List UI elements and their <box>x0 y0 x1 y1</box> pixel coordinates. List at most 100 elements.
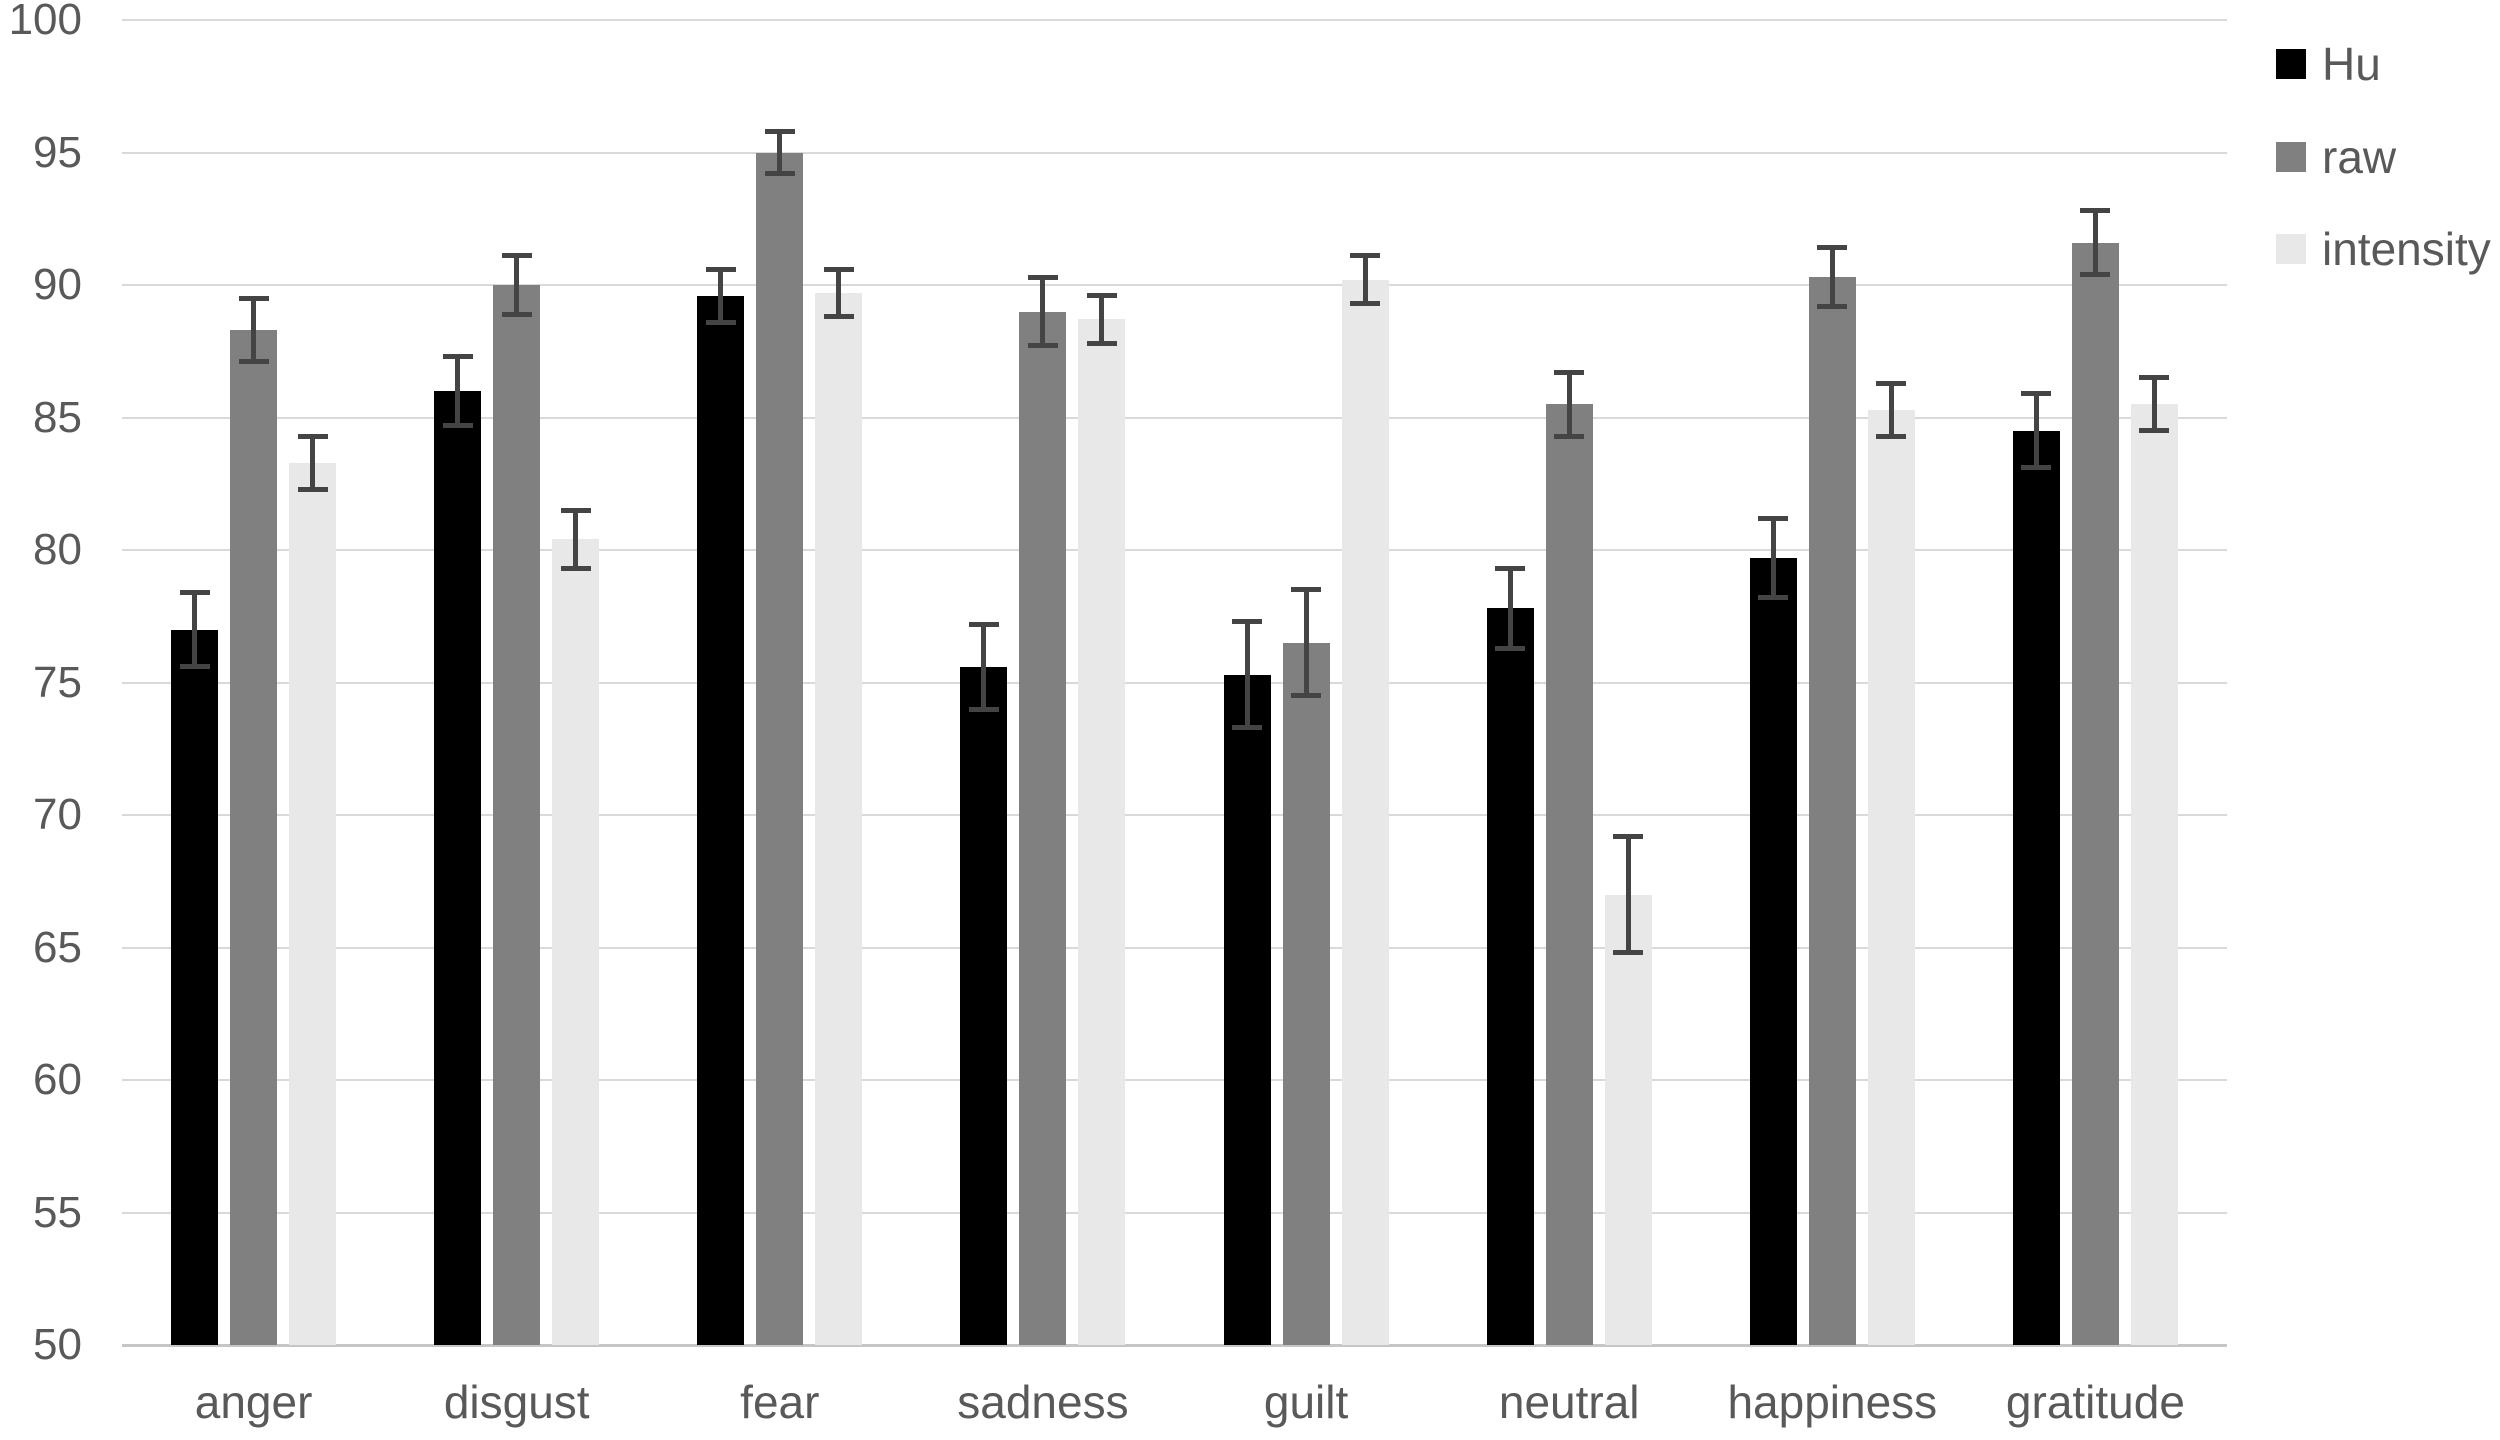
bar-hu-disgust <box>434 391 482 1345</box>
errorbar-line-raw-guilt <box>1303 589 1309 696</box>
errorbar-line-intensity-gratitude <box>2151 377 2157 431</box>
errorbar-cap-bottom-hu-sadness <box>968 706 999 712</box>
x-category-label-anger: anger <box>194 1376 313 1428</box>
errorbar-line-intensity-anger <box>310 436 316 490</box>
legend-label-hu: Hu <box>2322 38 2381 90</box>
errorbar-line-intensity-fear <box>836 269 842 317</box>
bar-hu-neutral <box>1486 608 1534 1345</box>
y-tick-label-90: 90 <box>33 260 82 309</box>
bar-raw-guilt <box>1282 642 1330 1345</box>
errorbar-cap-top-raw-guilt <box>1291 587 1322 593</box>
x-category-label-sadness: sadness <box>957 1376 1129 1428</box>
gridline-95 <box>122 151 2227 154</box>
legend-label-intensity: intensity <box>2322 223 2491 275</box>
errorbar-cap-bottom-intensity-neutral <box>1613 950 1644 956</box>
gridline-60 <box>122 1079 2227 1081</box>
errorbar-cap-top-hu-anger <box>179 589 210 595</box>
errorbar-line-intensity-disgust <box>573 510 579 569</box>
errorbar-cap-top-raw-neutral <box>1554 369 1585 375</box>
errorbar-cap-bottom-raw-fear <box>764 171 795 177</box>
bar-hu-fear <box>697 295 745 1345</box>
errorbar-cap-bottom-intensity-fear <box>823 314 854 320</box>
errorbar-cap-top-intensity-happiness <box>1876 380 1907 386</box>
errorbar-cap-top-hu-fear <box>705 266 736 272</box>
errorbar-line-hu-neutral <box>1507 568 1513 649</box>
y-tick-label-100: 100 <box>8 0 82 44</box>
gridline-70 <box>122 814 2227 816</box>
errorbar-cap-bottom-intensity-happiness <box>1876 433 1907 439</box>
y-tick-label-60: 60 <box>33 1055 82 1104</box>
bar-intensity-disgust <box>552 539 600 1345</box>
y-tick-label-80: 80 <box>33 525 82 574</box>
x-axis-line <box>122 1343 2227 1347</box>
errorbar-line-raw-happiness <box>1829 247 1835 307</box>
errorbar-cap-top-intensity-fear <box>823 266 854 272</box>
bar-hu-guilt <box>1223 674 1271 1345</box>
errorbar-line-intensity-happiness <box>1888 383 1894 437</box>
errorbar-cap-bottom-raw-guilt <box>1291 693 1322 699</box>
errorbar-line-intensity-neutral <box>1625 836 1631 953</box>
errorbar-cap-bottom-hu-gratitude <box>2021 465 2052 471</box>
errorbar-cap-bottom-intensity-guilt <box>1350 301 1381 307</box>
errorbar-cap-top-intensity-guilt <box>1350 253 1381 259</box>
errorbar-line-raw-neutral <box>1566 372 1572 437</box>
legend-swatch-intensity <box>2276 234 2306 264</box>
bar-raw-fear <box>756 152 804 1345</box>
errorbar-line-raw-fear <box>777 131 783 174</box>
errorbar-cap-bottom-intensity-gratitude <box>2139 428 2170 434</box>
bar-raw-neutral <box>1545 404 1593 1345</box>
errorbar-cap-bottom-intensity-sadness <box>1086 340 1117 346</box>
bar-raw-disgust <box>493 285 541 1345</box>
x-category-label-gratitude: gratitude <box>2005 1376 2185 1428</box>
errorbar-line-raw-anger <box>251 298 257 362</box>
errorbar-cap-bottom-hu-neutral <box>1495 645 1526 651</box>
y-tick-label-85: 85 <box>33 392 82 442</box>
errorbar-cap-top-raw-disgust <box>501 253 532 259</box>
bar-raw-sadness <box>1019 311 1067 1345</box>
bar-raw-gratitude <box>2071 242 2119 1345</box>
bar-hu-gratitude <box>2012 430 2060 1345</box>
bar-hu-sadness <box>960 666 1008 1345</box>
bar-hu-anger <box>171 629 219 1345</box>
bar-intensity-gratitude <box>2130 404 2178 1345</box>
gridline-75 <box>122 681 2227 684</box>
errorbar-cap-bottom-hu-happiness <box>1758 595 1789 601</box>
errorbar-cap-bottom-hu-fear <box>705 319 736 325</box>
errorbar-line-intensity-guilt <box>1362 255 1368 304</box>
bar-raw-happiness <box>1808 277 1856 1345</box>
errorbar-cap-top-intensity-disgust <box>560 507 591 513</box>
y-tick-label-55: 55 <box>33 1187 82 1237</box>
errorbar-cap-bottom-raw-neutral <box>1554 433 1585 439</box>
errorbar-cap-top-intensity-gratitude <box>2139 375 2170 381</box>
errorbar-cap-top-raw-anger <box>238 295 269 301</box>
bar-hu-happiness <box>1749 557 1797 1345</box>
legend-swatch-hu <box>2276 49 2306 79</box>
errorbar-cap-top-raw-gratitude <box>2080 208 2111 214</box>
x-category-label-neutral: neutral <box>1498 1376 1640 1428</box>
errorbar-cap-top-intensity-anger <box>297 433 328 439</box>
errorbar-cap-bottom-hu-disgust <box>442 422 473 428</box>
gridline-100 <box>122 19 2227 21</box>
legend-label-raw: raw <box>2322 130 2397 183</box>
errorbar-cap-top-intensity-neutral <box>1613 833 1644 839</box>
errorbar-line-hu-anger <box>192 592 198 667</box>
errorbar-cap-top-hu-disgust <box>442 354 473 360</box>
bar-intensity-neutral <box>1604 894 1652 1345</box>
errorbar-line-intensity-sadness <box>1099 295 1105 344</box>
errorbar-cap-bottom-hu-anger <box>179 664 210 670</box>
errorbar-cap-top-raw-happiness <box>1817 245 1848 251</box>
bar-raw-anger <box>230 330 278 1345</box>
errorbar-line-hu-gratitude <box>2033 393 2039 468</box>
legend-item-hu: Hu <box>2276 36 2381 92</box>
legend-item-raw: raw <box>2276 129 2396 185</box>
errorbar-cap-bottom-intensity-disgust <box>560 566 591 572</box>
errorbar-cap-top-intensity-sadness <box>1086 293 1117 299</box>
errorbar-line-hu-sadness <box>981 624 987 709</box>
errorbar-line-hu-happiness <box>1770 518 1776 598</box>
errorbar-cap-bottom-raw-sadness <box>1027 343 1058 349</box>
gridline-65 <box>122 946 2227 949</box>
errorbar-line-raw-sadness <box>1040 277 1046 346</box>
y-tick-label-50: 50 <box>33 1320 82 1369</box>
errorbar-line-hu-disgust <box>455 356 461 426</box>
bar-intensity-fear <box>815 292 863 1345</box>
